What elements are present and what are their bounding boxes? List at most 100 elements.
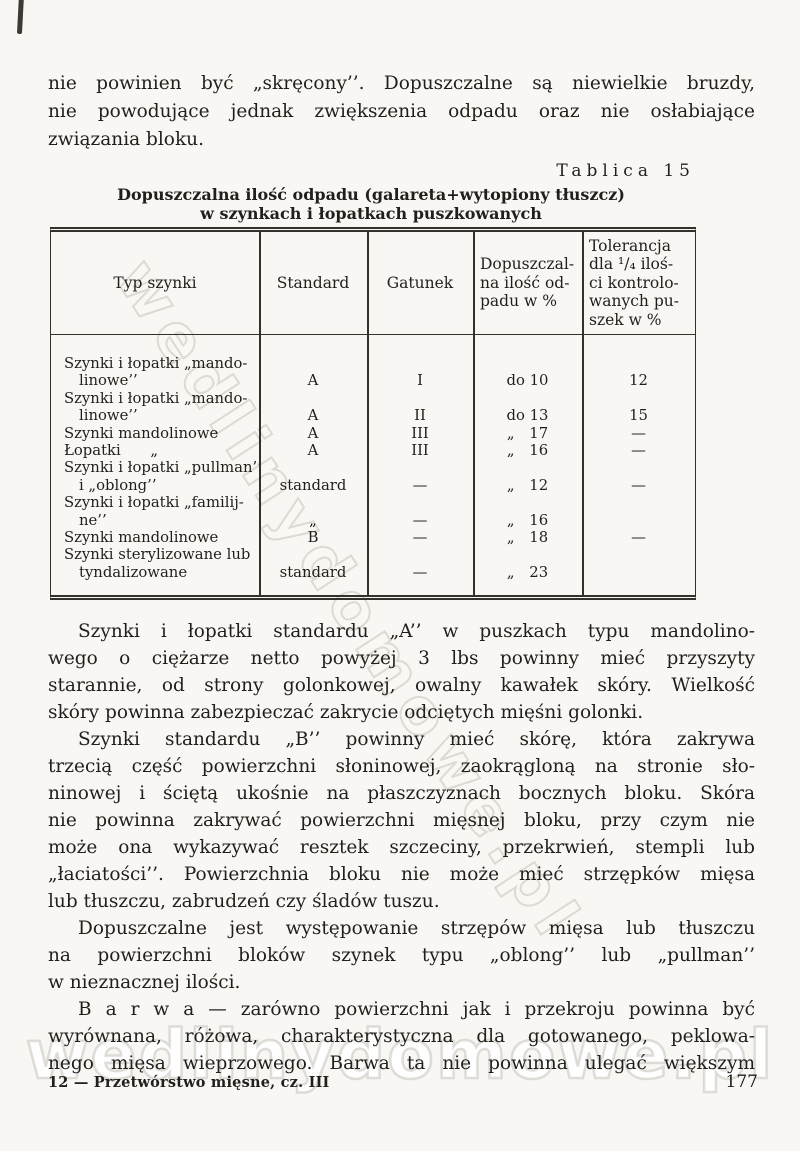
table-row-label: Szynki sterylizowane lub bbox=[64, 546, 251, 564]
table-row-value: „ 17 bbox=[506, 424, 549, 442]
table-row-value: B bbox=[307, 528, 319, 546]
text-line: szek w % bbox=[589, 310, 662, 329]
table-row-value: „ 18 bbox=[506, 528, 549, 546]
table-row-value: II bbox=[414, 407, 426, 425]
table-row-label: Szynki i łopatki „familij- bbox=[64, 494, 244, 512]
table-row-value: — bbox=[631, 528, 646, 546]
text-line: „łaciatości’’. Powierzchnia bloku nie mo… bbox=[48, 864, 755, 886]
table-title: Dopuszczalna ilość odpadu (galareta+wyto… bbox=[48, 185, 694, 223]
page-content: nie powinien być „skręcony’’. Dopuszczal… bbox=[48, 70, 755, 1077]
table-row-value bbox=[367, 494, 473, 511]
table-row-value bbox=[259, 390, 367, 407]
table-row-value bbox=[582, 459, 695, 476]
table-row-value: „ 12 bbox=[506, 476, 549, 494]
table-row-value: A bbox=[307, 372, 319, 390]
page-footer: 12 — Przetwórstwo mięsne, cz. III 177 bbox=[48, 1072, 758, 1092]
table-row-value bbox=[367, 459, 473, 476]
table-header-cell: Tolerancja dla ¹/₄ iloś-ci kontrolo-wanyc… bbox=[582, 232, 695, 334]
text-line: padu w % bbox=[480, 292, 557, 311]
table-header-row: Typ szynki Standard Gatunek Dopuszczal-na i… bbox=[51, 232, 695, 335]
body-paragraph: Szynki i łopatki standardu „A’’ w puszka… bbox=[48, 618, 755, 726]
table-row-value: „ bbox=[309, 511, 317, 529]
intro-paragraph: nie powinien być „skręcony’’. Dopuszczal… bbox=[48, 70, 755, 154]
text-line: Dopuszczal- bbox=[480, 255, 575, 274]
text-line: wego o ciężarze netto powyżej 3 lbs powi… bbox=[48, 648, 755, 670]
table-row-value bbox=[259, 546, 367, 563]
table-row-value: — bbox=[631, 424, 646, 442]
table-row-value bbox=[473, 355, 582, 372]
table-row-label: tyndalizowane bbox=[79, 563, 188, 581]
text-line: wanych pu- bbox=[589, 292, 679, 311]
table-row-label: Szynki i łopatki „pullman’’ bbox=[64, 459, 262, 477]
table-column-divider bbox=[582, 232, 584, 596]
text-line: nie powodujące jednak zwiększenia odpadu… bbox=[48, 101, 755, 122]
table-header-cell: Typ szynki bbox=[51, 232, 259, 334]
scan-edge-artifact bbox=[16, 0, 25, 35]
table-column-divider bbox=[473, 232, 475, 596]
body-paragraph: Dopuszczalne jest występowanie strzępów … bbox=[48, 915, 755, 996]
text-line: Szynki standardu „B’’ powinny mieć skórę… bbox=[78, 729, 755, 751]
text-line: wyrównana, różowa, charakterystyczna dla… bbox=[48, 1026, 755, 1048]
table-row-value: „ 23 bbox=[506, 563, 549, 581]
table-row-value: — bbox=[631, 476, 646, 494]
table-row-value: A bbox=[307, 424, 319, 442]
table-row-value bbox=[582, 355, 695, 372]
table-number-label: Tablica 15 bbox=[556, 161, 695, 181]
table-column-divider bbox=[367, 232, 369, 596]
table-row-value bbox=[582, 390, 695, 407]
table-row-value: A bbox=[307, 441, 319, 459]
table-row-label: linowe’’ bbox=[79, 372, 138, 390]
table-row-value: „ 16 bbox=[506, 441, 549, 459]
table-row-value: — bbox=[412, 563, 428, 581]
table-row-value bbox=[473, 494, 582, 511]
text-line: na powierzchni bloków szynek typu „oblon… bbox=[48, 945, 755, 967]
table-row-value: do 10 bbox=[506, 372, 549, 390]
table-row-value: III bbox=[411, 424, 429, 442]
text-line: Szynki i łopatki standardu „A’’ w puszka… bbox=[78, 621, 755, 643]
text-line: związania bloku. bbox=[48, 129, 204, 150]
table-header-cell: Gatunek bbox=[367, 232, 473, 334]
text-line: nego mięsa wieprzowego. Barwa ta nie pow… bbox=[48, 1053, 755, 1075]
page-number: 177 bbox=[725, 1072, 758, 1092]
table-row-value bbox=[473, 546, 582, 563]
table-row-value: — bbox=[412, 476, 428, 494]
table-row-label: i „oblong’’ bbox=[79, 476, 157, 494]
table-row-label: ne’’ bbox=[79, 511, 107, 529]
table-row-value: — bbox=[412, 511, 428, 529]
table-row-value: standard bbox=[279, 563, 347, 581]
text-line: dla ¹/₄ iloś- bbox=[589, 255, 674, 274]
text-line: nie powinien być „skręcony’’. Dopuszczal… bbox=[48, 73, 755, 94]
text-line: ninowej i ściętą ukośnie na płaszczyznac… bbox=[48, 783, 755, 805]
text-line: może ona wykazywać resztek szczeciny, pr… bbox=[48, 837, 755, 859]
table-row-value: III bbox=[411, 441, 429, 459]
text-line: lub tłuszczu, zabrudzeń czy śladów tuszu… bbox=[48, 891, 440, 913]
table-row-value bbox=[367, 546, 473, 563]
table-row-value: A bbox=[307, 407, 319, 425]
table-row-value: 12 bbox=[629, 372, 648, 390]
text-line: skóry powinna zabezpieczać zakrycie odci… bbox=[48, 702, 644, 724]
table-row-value: „ 16 bbox=[506, 511, 549, 529]
table-title-line2: w szynkach i łopatkach puszkowanych bbox=[200, 204, 542, 223]
table-row-label: Łopatki „ bbox=[64, 441, 159, 459]
table-row-value bbox=[473, 459, 582, 476]
text-line: Typ szynki bbox=[113, 273, 197, 292]
text-line: trzecią część powierzchni słoninowej, za… bbox=[48, 756, 755, 778]
table-header-cell: Dopuszczal-na ilość od-padu w % bbox=[473, 232, 582, 334]
text-line: na ilość od- bbox=[480, 273, 570, 292]
body-paragraph: B a r w a — zarówno powierzchni jak i pr… bbox=[48, 996, 755, 1077]
footer-book-info: 12 — Przetwórstwo mięsne, cz. III bbox=[48, 1074, 330, 1091]
text-line: Gatunek bbox=[386, 273, 454, 292]
text-line: Dopuszczalne jest występowanie strzępów … bbox=[78, 918, 755, 940]
body-paragraph: Szynki standardu „B’’ powinny mieć skórę… bbox=[48, 726, 755, 915]
table-row-value bbox=[582, 512, 695, 529]
table-row-value bbox=[582, 564, 695, 581]
table-row-value bbox=[582, 546, 695, 563]
text-line: Tolerancja bbox=[589, 236, 671, 255]
table-column-divider bbox=[259, 232, 261, 596]
table-row-value bbox=[367, 355, 473, 372]
text-line: Standard bbox=[276, 273, 350, 292]
text-line: nie powinna zakrywać powierzchni mięsnej… bbox=[48, 810, 755, 832]
table-row-value bbox=[259, 459, 367, 476]
